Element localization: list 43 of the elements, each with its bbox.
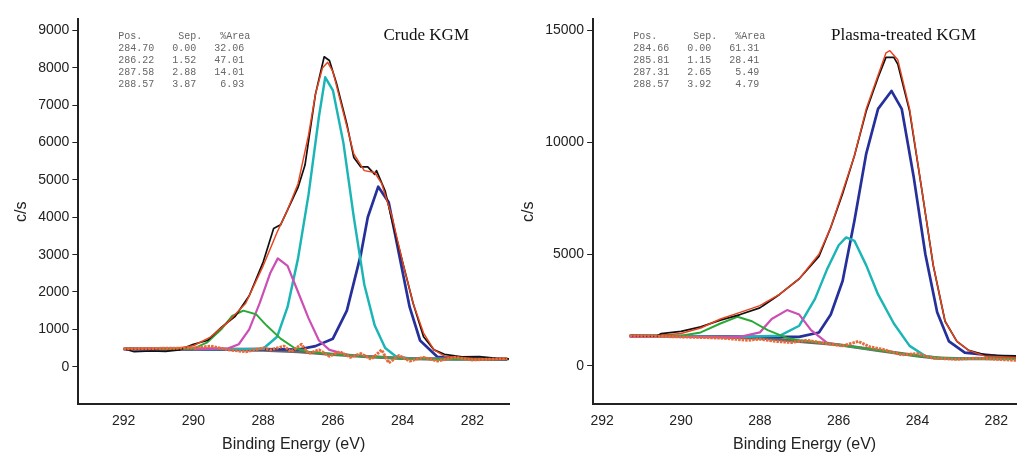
annotation: 284.70 0.00 32.06 bbox=[118, 43, 245, 55]
x-tick-label: 282 bbox=[984, 412, 1009, 429]
x-tick-label: 284 bbox=[905, 412, 930, 429]
annotation: 284.66 0.00 61.31 bbox=[633, 43, 760, 55]
y-tick-label: 0 bbox=[61, 357, 70, 374]
x-tick-label: 286 bbox=[826, 412, 851, 429]
y-tick-label: 5000 bbox=[38, 170, 70, 187]
annotation: Pos. Sep. %Area bbox=[118, 31, 251, 43]
line-series bbox=[122, 342, 509, 365]
x-axis-title: Binding Energy (eV) bbox=[222, 434, 366, 452]
x-tick-label: 290 bbox=[669, 412, 693, 429]
y-tick-label: 6000 bbox=[38, 133, 70, 150]
annotation: Pos. Sep. %Area bbox=[633, 31, 766, 43]
y-axis-title: c/s bbox=[12, 201, 30, 222]
annotation: 285.81 1.15 28.41 bbox=[633, 55, 760, 67]
y-tick-label: 5000 bbox=[552, 245, 585, 262]
x-tick-label: 284 bbox=[390, 412, 415, 429]
x-tick-label: 282 bbox=[460, 412, 485, 429]
y-tick-label: 9000 bbox=[38, 21, 70, 38]
y-tick-label: 2000 bbox=[38, 282, 70, 299]
x-tick-label: 288 bbox=[251, 412, 276, 429]
annotation: 288.57 3.92 4.79 bbox=[633, 79, 760, 91]
annotation: 287.58 2.88 14.01 bbox=[118, 67, 245, 79]
y-tick-label: 1000 bbox=[38, 320, 70, 337]
y-axis-title: c/s bbox=[519, 201, 537, 222]
chart-title: Crude KGM bbox=[383, 25, 469, 45]
x-tick-label: 288 bbox=[748, 412, 772, 429]
y-tick-label: 3000 bbox=[38, 245, 70, 262]
x-tick-label: 290 bbox=[181, 412, 206, 429]
x-tick-label: 286 bbox=[321, 412, 345, 429]
annotation: 288.57 3.87 6.93 bbox=[118, 79, 245, 91]
y-tick-label: 15000 bbox=[545, 21, 585, 38]
annotation: 287.31 2.65 5.49 bbox=[633, 67, 760, 79]
x-tick-label: 292 bbox=[112, 412, 136, 429]
x-tick-label: 292 bbox=[590, 412, 615, 429]
annotation: 286.22 1.52 47.01 bbox=[118, 55, 245, 67]
y-tick-label: 10000 bbox=[545, 133, 585, 150]
y-tick-label: 0 bbox=[576, 356, 585, 373]
y-tick-label: 7000 bbox=[38, 96, 70, 113]
y-tick-label: 4000 bbox=[38, 208, 70, 225]
x-axis-title: Binding Energy (eV) bbox=[732, 434, 877, 452]
y-tick-label: 8000 bbox=[38, 58, 70, 75]
chart-title: Plasma-treated KGM bbox=[831, 25, 976, 45]
